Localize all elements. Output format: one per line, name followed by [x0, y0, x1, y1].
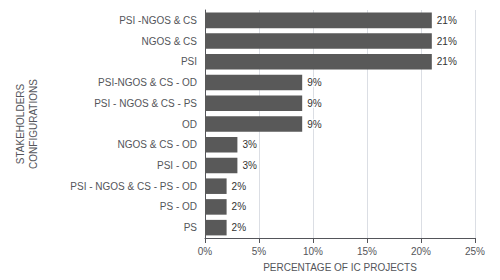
svg-text:20%: 20% [411, 246, 431, 257]
svg-text:OD: OD [182, 119, 197, 130]
svg-text:0%: 0% [198, 246, 213, 257]
svg-text:PSI-NGOS & CS - OD: PSI-NGOS & CS - OD [98, 77, 197, 88]
svg-text:3%: 3% [242, 160, 257, 171]
svg-text:PSI - NGOS & CS - PS: PSI - NGOS & CS - PS [94, 98, 197, 109]
svg-text:9%: 9% [307, 77, 322, 88]
svg-text:9%: 9% [307, 119, 322, 130]
svg-text:21%: 21% [437, 56, 457, 67]
svg-text:21%: 21% [437, 36, 457, 47]
svg-text:25%: 25% [465, 246, 485, 257]
svg-text:PSI -NGOS & CS: PSI -NGOS & CS [119, 15, 197, 26]
svg-text:3%: 3% [242, 139, 257, 150]
svg-text:CONFIGURATIONS: CONFIGURATIONS [28, 79, 39, 169]
svg-text:21%: 21% [437, 15, 457, 26]
svg-text:NGOS & CS: NGOS & CS [141, 36, 197, 47]
svg-text:PERCENTAGE OF IC PROJECTS: PERCENTAGE OF IC PROJECTS [263, 262, 417, 273]
svg-text:10%: 10% [303, 246, 323, 257]
svg-text:PS: PS [184, 222, 198, 233]
svg-text:PSI - NGOS & CS - PS - OD: PSI - NGOS & CS - PS - OD [70, 181, 197, 192]
svg-text:PSI - OD: PSI - OD [157, 160, 197, 171]
svg-text:NGOS & CS - OD: NGOS & CS - OD [118, 139, 197, 150]
svg-text:PSI: PSI [181, 56, 197, 67]
svg-text:2%: 2% [232, 222, 247, 233]
svg-text:5%: 5% [252, 246, 267, 257]
svg-text:2%: 2% [232, 181, 247, 192]
svg-text:9%: 9% [307, 98, 322, 109]
svg-text:STAKEHOLDERS: STAKEHOLDERS [15, 83, 26, 164]
svg-text:15%: 15% [357, 246, 377, 257]
svg-text:PS - OD: PS - OD [160, 201, 197, 212]
svg-text:2%: 2% [232, 201, 247, 212]
